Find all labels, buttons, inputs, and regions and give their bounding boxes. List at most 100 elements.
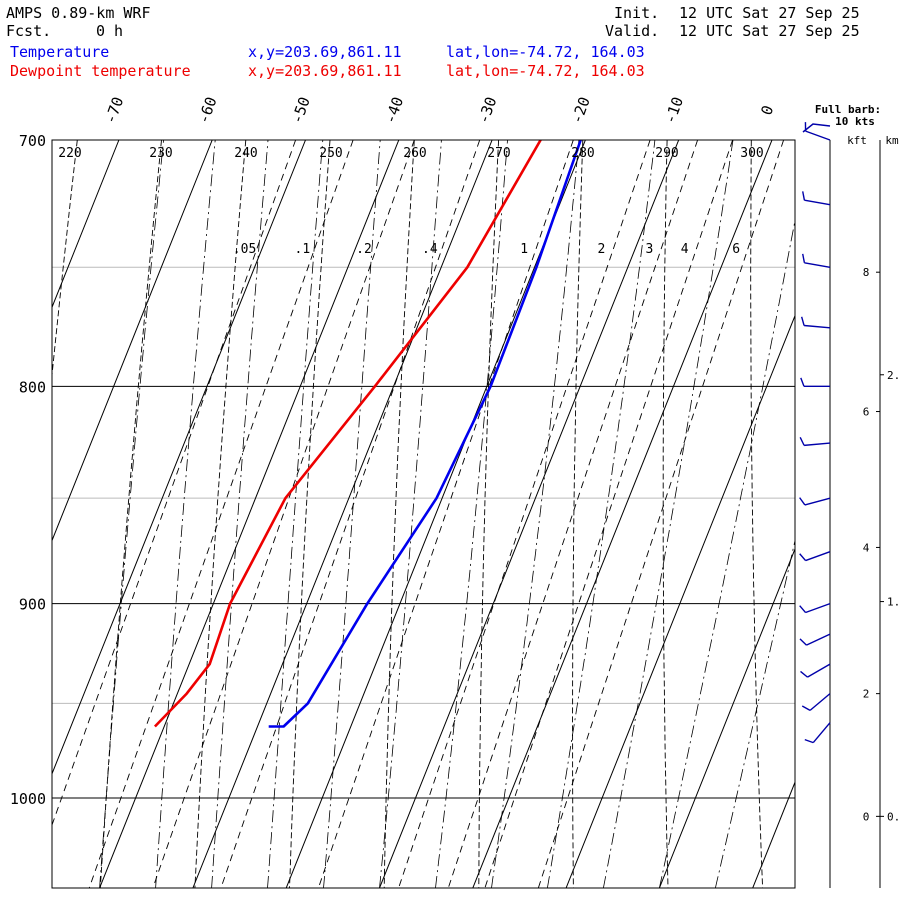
wind-barb xyxy=(800,663,831,678)
legend-temperature-latlon: lat,lon=-74.72, 164.03 xyxy=(446,43,645,61)
wind-barb xyxy=(800,316,831,329)
mixing-ratio-line xyxy=(447,140,699,888)
isotherm xyxy=(839,140,900,900)
mixing-ratio-label: .4 xyxy=(422,242,438,257)
isotherm xyxy=(52,140,213,542)
moist-adiabat xyxy=(491,140,580,888)
wind-barb xyxy=(799,633,831,646)
mixing-ratio-label: .2 xyxy=(356,242,372,257)
dry-adiabat xyxy=(662,140,669,888)
mixing-ratio-line xyxy=(484,140,734,888)
km-tick-label: 1. xyxy=(887,596,900,609)
dry-adiabat xyxy=(750,140,764,888)
moist-adiabat xyxy=(659,218,795,888)
model-title: AMPS 0.89-km WRF xyxy=(6,4,151,22)
fcst-label: Fcst. xyxy=(6,22,52,40)
dry-adiabat xyxy=(194,140,247,888)
mixing-ratio-line xyxy=(317,140,574,888)
mixing-ratio-label: .1 xyxy=(295,242,311,257)
moist-adiabat xyxy=(99,140,165,888)
moist-adiabat xyxy=(155,140,216,888)
moist-adiabat xyxy=(435,140,508,888)
temp-tick-label: -50 xyxy=(288,94,314,126)
isotherm xyxy=(192,140,493,888)
mixing-ratio-label: .05 xyxy=(233,242,256,257)
theta-label: 230 xyxy=(149,146,172,161)
kft-tick-label: 8 xyxy=(863,266,870,279)
legend-dewpoint-latlon: lat,lon=-74.72, 164.03 xyxy=(446,62,645,80)
isotherm xyxy=(99,140,400,888)
legend-temperature-xy: x,y=203.69,861.11 xyxy=(248,43,402,61)
mixing-ratio-line xyxy=(152,140,415,888)
barb-legend-value: 10 kts xyxy=(835,115,875,128)
theta-label: 260 xyxy=(403,146,426,161)
mixing-ratio-line xyxy=(220,140,481,888)
dry-adiabat xyxy=(836,114,859,900)
moist-adiabat xyxy=(267,140,324,888)
init-label: Init. xyxy=(614,4,660,22)
valid-value: 12 UTC Sat 27 Sep 25 xyxy=(679,22,860,40)
kft-tick-label: 0 xyxy=(863,810,870,823)
pressure-label-1000: 1000 xyxy=(10,790,46,808)
theta-label: 240 xyxy=(234,146,257,161)
dry-adiabat xyxy=(478,140,500,888)
mixing-ratio-line xyxy=(537,140,785,888)
mixing-ratio-label: 6 xyxy=(732,242,740,257)
km-tick-label: 0. xyxy=(887,810,900,823)
mixing-ratio-line xyxy=(88,140,354,888)
mixing-ratio-label: 4 xyxy=(681,242,689,257)
temp-tick-label: -70 xyxy=(101,94,127,126)
wind-barb xyxy=(802,191,831,206)
theta-label: 300 xyxy=(740,146,763,161)
wind-barb xyxy=(801,693,831,711)
isotherm xyxy=(285,140,586,888)
wind-barb xyxy=(802,253,831,268)
mixing-ratio-line xyxy=(52,140,297,827)
kft-tick-label: 2 xyxy=(863,688,870,701)
moist-adiabat xyxy=(603,140,734,888)
dry-adiabat xyxy=(572,140,584,888)
isotherm xyxy=(472,140,773,888)
valid-label: Valid. xyxy=(605,22,660,40)
mixing-ratio-label: 2 xyxy=(598,242,606,257)
legend-temperature-name: Temperature xyxy=(10,43,110,61)
pressure-label-700: 700 xyxy=(19,132,46,150)
temp-tick-label: -40 xyxy=(381,94,407,126)
theta-label: 280 xyxy=(571,146,594,161)
theta-label: 290 xyxy=(655,146,678,161)
mixing-ratio-label: 3 xyxy=(645,242,653,257)
legend-dewpoint-name: Dewpoint temperature xyxy=(10,62,191,80)
isotherm xyxy=(378,140,680,888)
dewpoint-profile xyxy=(153,140,542,728)
dry-adiabat xyxy=(52,140,78,380)
isotherm xyxy=(0,140,26,900)
temp-tick-label: 0 xyxy=(757,103,777,118)
km-unit-label: km xyxy=(885,134,899,147)
init-value: 12 UTC Sat 27 Sep 25 xyxy=(679,4,860,22)
isotherm xyxy=(52,140,120,309)
wind-barb xyxy=(799,551,831,562)
theta-label: 250 xyxy=(319,146,342,161)
barb-legend-sample xyxy=(802,123,831,133)
wind-barb xyxy=(804,122,831,141)
isotherm xyxy=(52,140,306,776)
mixing-ratio-line xyxy=(398,140,651,888)
moist-adiabat xyxy=(211,140,269,888)
kft-unit-label: kft xyxy=(847,134,867,147)
kft-tick-label: 6 xyxy=(863,406,870,419)
dry-adiabat xyxy=(99,140,162,888)
dry-adiabat xyxy=(383,140,415,888)
temp-tick-label: -60 xyxy=(194,94,220,126)
mixing-ratio-label: 1 xyxy=(520,242,528,257)
legend-dewpoint-xy: x,y=203.69,861.11 xyxy=(248,62,402,80)
theta-label: 220 xyxy=(58,146,81,161)
wind-barb xyxy=(799,602,831,614)
moist-adiabat xyxy=(379,140,442,888)
temp-tick-label: -10 xyxy=(661,94,687,126)
wind-barb xyxy=(799,436,831,447)
kft-tick-label: 4 xyxy=(863,541,870,554)
dry-adiabat xyxy=(289,140,331,888)
wind-barb xyxy=(804,722,831,744)
wind-barb xyxy=(800,377,830,388)
